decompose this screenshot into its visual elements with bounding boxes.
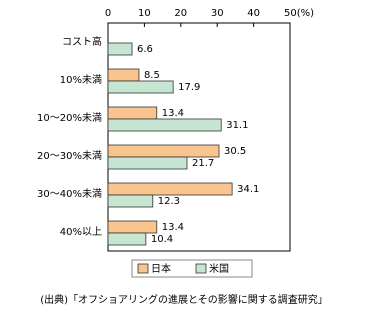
bar <box>107 156 188 170</box>
value-label: 12.3 <box>158 196 180 207</box>
x-tick-label: 30 <box>211 8 224 19</box>
bar <box>107 106 158 120</box>
y-tick-label: 20～30%未満 <box>37 150 102 162</box>
bar <box>107 42 133 56</box>
value-label: 17.9 <box>178 82 200 93</box>
y-tick-label: 10%未満 <box>60 74 102 86</box>
value-label: 13.4 <box>162 222 184 233</box>
y-tick-label: 30～40%未満 <box>37 188 102 200</box>
bar <box>107 118 222 132</box>
value-label: 8.5 <box>144 70 160 81</box>
bar <box>107 68 140 82</box>
legend-label: 米国 <box>209 262 229 275</box>
y-tick-label: コスト高 <box>62 35 102 48</box>
bar <box>107 232 147 246</box>
value-label: 6.6 <box>137 44 153 55</box>
legend-box <box>131 259 253 278</box>
bar <box>107 182 233 196</box>
x-tick-label: 10 <box>138 8 151 19</box>
value-label: 34.1 <box>237 184 259 195</box>
legend-label: 日本 <box>151 262 171 275</box>
value-label: 13.4 <box>162 108 184 119</box>
bar <box>107 144 220 158</box>
x-tick-label: 20 <box>174 8 187 19</box>
x-tick-label: 0 <box>105 8 111 19</box>
y-tick-label: 40%以上 <box>60 226 102 238</box>
value-label: 21.7 <box>192 158 214 169</box>
y-tick-label: 10～20%未満 <box>37 112 102 124</box>
x-tick-label: 50(%) <box>284 8 314 19</box>
source-note: (出典)「オフショアリングの進展とその影響に関する調査研究」 <box>40 293 328 306</box>
value-label: 10.4 <box>151 234 173 245</box>
bar <box>107 80 174 94</box>
legend-swatch <box>137 263 149 274</box>
bar <box>107 194 154 208</box>
plot-frame <box>107 22 291 252</box>
bar <box>107 220 158 234</box>
legend-swatch <box>195 263 207 274</box>
value-label: 30.5 <box>224 146 246 157</box>
x-tick-label: 40 <box>247 8 260 19</box>
value-label: 31.1 <box>226 120 248 131</box>
